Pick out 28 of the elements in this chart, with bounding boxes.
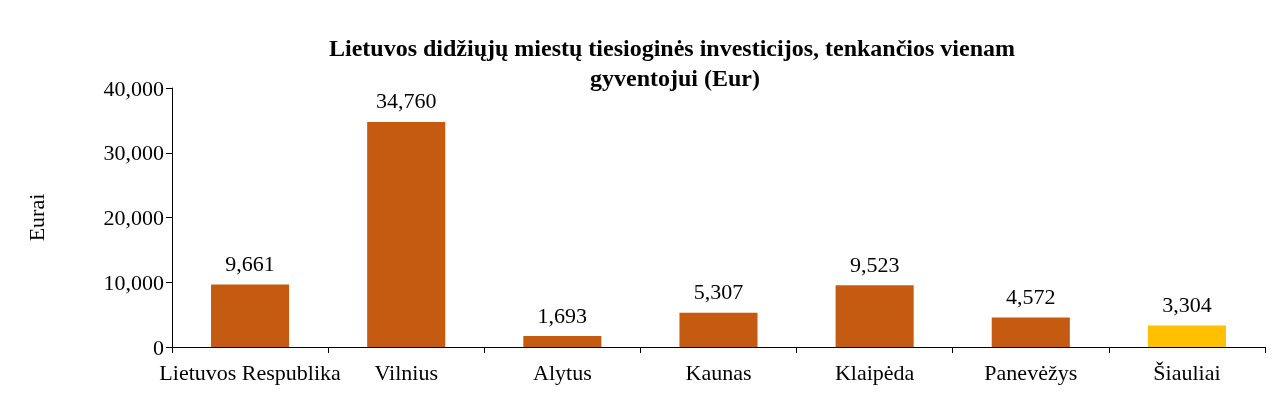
data-label: 9,661 <box>225 250 275 276</box>
x-tick-label: Lietuvos Respublika <box>159 359 342 385</box>
bar <box>211 284 290 347</box>
x-tick-label: Vilnius <box>374 359 438 385</box>
bar <box>679 312 758 347</box>
data-label: 9,523 <box>849 251 900 277</box>
x-tick-label: Kaunas <box>685 359 752 385</box>
y-axis-title: Eurai <box>23 193 49 242</box>
chart-title: Lietuvos didžiųjų miestų tiesioginės investicijos, tenkančios vienam gyventojui (Eur) <box>328 35 1022 91</box>
x-tick-label: Alytus <box>533 359 592 385</box>
y-tick-label: 40,000 <box>103 75 164 101</box>
bar <box>1147 325 1226 347</box>
data-label: 3,304 <box>1162 292 1212 318</box>
x-tick-label: Šiauliai <box>1153 359 1221 385</box>
x-tick-label: Klaipėda <box>834 359 915 385</box>
y-tick-label: 30,000 <box>103 140 164 166</box>
bar <box>835 285 914 347</box>
bar <box>991 317 1070 347</box>
data-label: 5,307 <box>693 279 744 305</box>
y-tick-label: 20,000 <box>103 205 164 230</box>
data-label: 34,760 <box>375 88 437 114</box>
y-tick-label: 0 <box>153 334 164 360</box>
bar <box>367 121 446 347</box>
x-tick-label: Panevėžys <box>984 359 1078 385</box>
bar <box>523 336 602 347</box>
y-tick-label: 10,000 <box>103 269 164 295</box>
data-label: 4,572 <box>1006 283 1056 309</box>
data-label: 1,693 <box>537 302 588 328</box>
